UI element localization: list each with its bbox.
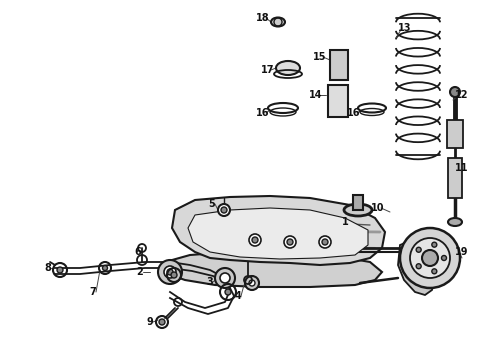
Circle shape xyxy=(410,238,450,278)
Circle shape xyxy=(422,250,438,266)
Polygon shape xyxy=(398,238,435,295)
Text: 18: 18 xyxy=(256,13,270,23)
Circle shape xyxy=(220,273,230,283)
Text: 15: 15 xyxy=(313,52,327,62)
Circle shape xyxy=(215,268,235,288)
Text: 4: 4 xyxy=(235,291,242,301)
Circle shape xyxy=(102,266,107,270)
Polygon shape xyxy=(162,252,382,287)
Circle shape xyxy=(171,272,177,278)
Circle shape xyxy=(249,280,255,286)
Polygon shape xyxy=(172,196,385,265)
Bar xyxy=(447,120,463,148)
Text: 7: 7 xyxy=(90,287,97,297)
Text: 1: 1 xyxy=(342,217,348,227)
Ellipse shape xyxy=(276,61,300,75)
Circle shape xyxy=(218,204,230,216)
Circle shape xyxy=(432,269,437,274)
Text: 16: 16 xyxy=(256,108,270,118)
Text: 5: 5 xyxy=(209,199,216,209)
Bar xyxy=(448,158,462,198)
Circle shape xyxy=(432,242,437,247)
Bar xyxy=(328,85,348,117)
Circle shape xyxy=(416,264,421,269)
Circle shape xyxy=(159,319,165,325)
Circle shape xyxy=(441,256,446,261)
Circle shape xyxy=(221,207,227,213)
Circle shape xyxy=(249,234,261,246)
Ellipse shape xyxy=(448,218,462,226)
Text: 11: 11 xyxy=(455,163,469,173)
Text: 6: 6 xyxy=(135,247,142,257)
Ellipse shape xyxy=(344,204,372,216)
Circle shape xyxy=(252,237,258,243)
Circle shape xyxy=(158,260,182,284)
Text: 13: 13 xyxy=(398,23,412,33)
Text: 12: 12 xyxy=(455,90,469,100)
Bar xyxy=(330,50,348,80)
Text: 19: 19 xyxy=(455,247,469,257)
Circle shape xyxy=(167,269,173,275)
Circle shape xyxy=(284,236,296,248)
Circle shape xyxy=(225,289,231,295)
Text: 2: 2 xyxy=(137,267,144,277)
Text: 17: 17 xyxy=(261,65,275,75)
Bar xyxy=(353,195,363,210)
Circle shape xyxy=(450,87,460,97)
Text: 14: 14 xyxy=(309,90,323,100)
Circle shape xyxy=(416,247,421,252)
Text: 8: 8 xyxy=(45,263,51,273)
Circle shape xyxy=(319,236,331,248)
Text: 9: 9 xyxy=(147,317,153,327)
Text: 16: 16 xyxy=(347,108,361,118)
Circle shape xyxy=(164,266,176,278)
Circle shape xyxy=(400,228,460,288)
Circle shape xyxy=(322,239,328,245)
Circle shape xyxy=(57,267,63,273)
Text: 10: 10 xyxy=(371,203,385,213)
Circle shape xyxy=(287,239,293,245)
Polygon shape xyxy=(188,208,368,259)
Text: 3: 3 xyxy=(207,277,213,287)
Circle shape xyxy=(245,276,259,290)
Ellipse shape xyxy=(271,18,285,27)
